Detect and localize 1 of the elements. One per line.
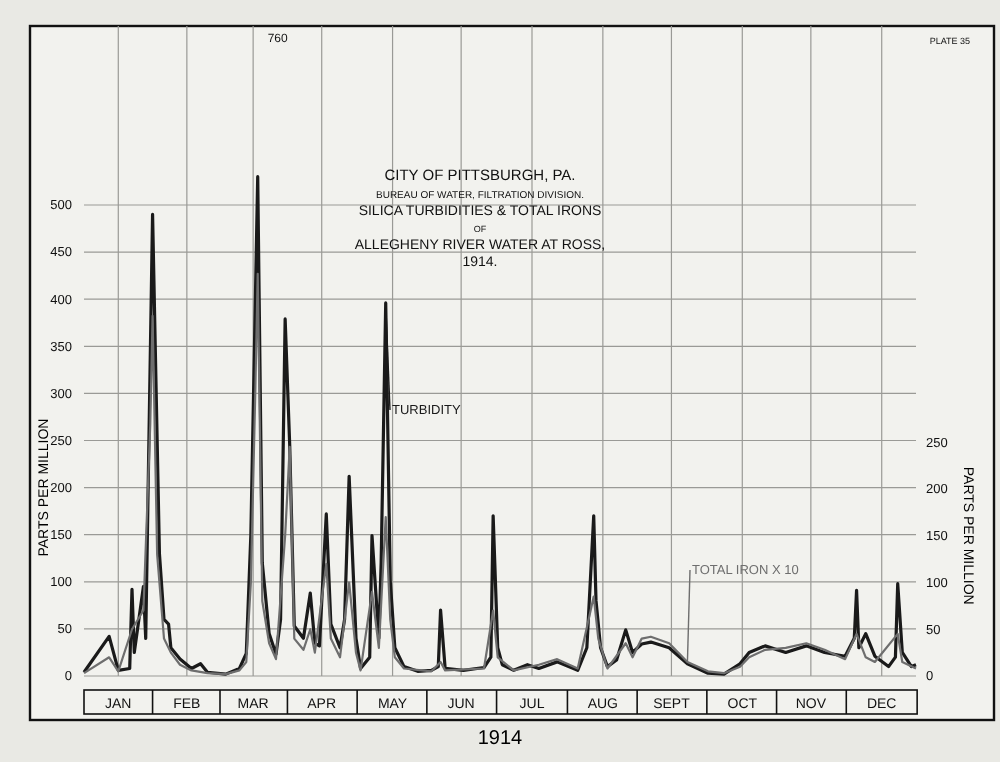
x-axis-title: 1914	[477, 728, 524, 750]
